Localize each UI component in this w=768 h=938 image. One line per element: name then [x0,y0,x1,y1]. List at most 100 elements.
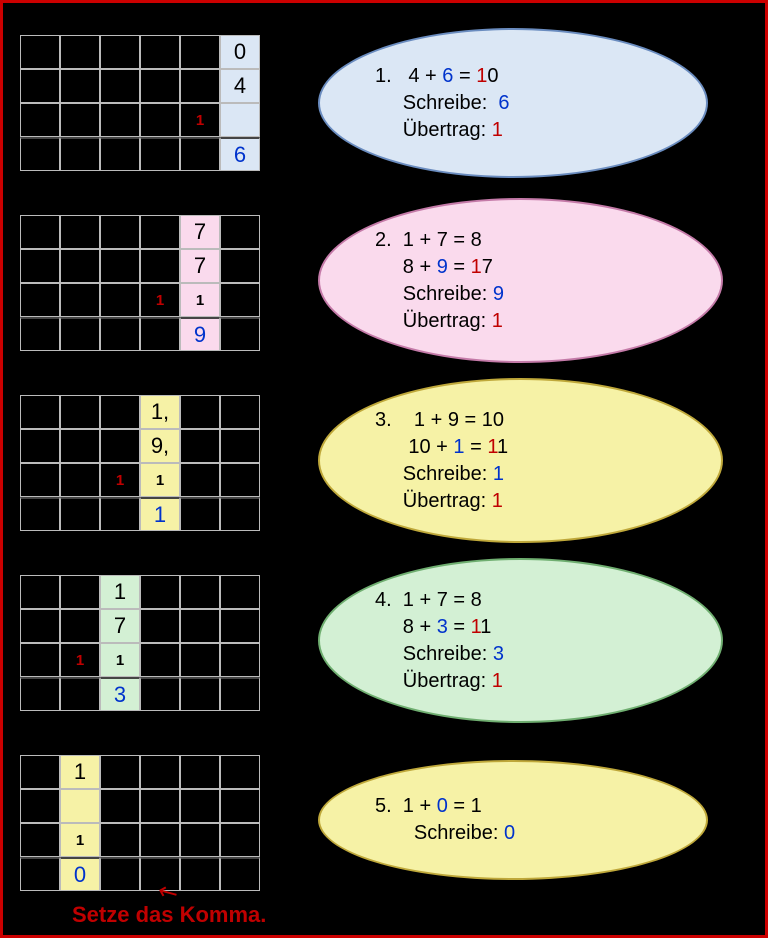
speech-line: Schreibe: 9 [375,281,721,308]
cell-r2-c3: 1 [140,283,180,317]
cell-r1-c0 [20,429,60,463]
cell-r3-c4 [180,497,220,531]
step-1: 0416 1. 4 + 6 = 10 Schreibe: 6 Übertrag: … [0,20,768,190]
cell-r3-c4 [180,137,220,171]
cell-r1-c1 [60,609,100,643]
speech-line: Schreibe: 6 [375,90,706,117]
cell-r1-c1 [60,789,100,823]
calc-grid: 77119 [20,215,260,351]
cell-r1-c4 [180,609,220,643]
cell-r0-c3 [140,35,180,69]
cell-r3-c2: 3 [100,677,140,711]
cell-r3-c5 [220,677,260,711]
cell-r2-c5 [220,643,260,677]
cell-r2-c0 [20,283,60,317]
cell-r1-c0 [20,249,60,283]
cell-r1-c5: 4 [220,69,260,103]
cell-r2-c3 [140,103,180,137]
cell-r1-c1 [60,249,100,283]
cell-r2-c5 [220,463,260,497]
cell-r0-c0 [20,35,60,69]
speech-bubble: 1. 4 + 6 = 10 Schreibe: 6 Übertrag: 1 [318,28,708,178]
speech-bubble: 4. 1 + 7 = 8 8 + 3 = 11 Schreibe: 3 Über… [318,558,723,723]
cell-r2-c3: 1 [140,463,180,497]
cell-r0-c3 [140,215,180,249]
cell-r1-c2 [100,789,140,823]
cell-r1-c4 [180,69,220,103]
cell-r3-c2 [100,137,140,171]
step-3: 1,9,111 3. 1 + 9 = 10 10 + 1 = 11 Schreib… [0,380,768,550]
cell-r1-c0 [20,609,60,643]
cell-r1-c5 [220,249,260,283]
cell-r3-c1: 0 [60,857,100,891]
cell-r1-c2 [100,69,140,103]
cell-r3-c0 [20,137,60,171]
cell-r0-c2 [100,395,140,429]
cell-r3-c1 [60,137,100,171]
cell-r1-c1 [60,69,100,103]
cell-r0-c4 [180,35,220,69]
cell-r1-c2 [100,429,140,463]
cell-r2-c3 [140,643,180,677]
cell-r1-c4 [180,429,220,463]
speech-line: 10 + 1 = 11 [375,434,721,461]
cell-r0-c4 [180,395,220,429]
cell-r3-c3 [140,317,180,351]
cell-r3-c5 [220,317,260,351]
speech-line: 3. 1 + 9 = 10 [375,407,721,434]
cell-r3-c5 [220,857,260,891]
cell-r3-c4 [180,857,220,891]
step-2: 771192. 1 + 7 = 8 8 + 9 = 17 Schreibe: 9… [0,200,768,370]
cell-r1-c1 [60,429,100,463]
cell-r1-c4 [180,789,220,823]
cell-r2-c2 [100,103,140,137]
cell-r0-c4 [180,755,220,789]
step-5: 1105. 1 + 0 = 1 Schreibe: 0 [0,740,768,910]
cell-r0-c3: 1, [140,395,180,429]
cell-r0-c1 [60,35,100,69]
cell-r0-c4 [180,575,220,609]
cell-r3-c2 [100,317,140,351]
cell-r2-c0 [20,463,60,497]
cell-r0-c2 [100,755,140,789]
calc-grid: 1,9,111 [20,395,260,531]
cell-r0-c5: 0 [220,35,260,69]
cell-r2-c1: 1 [60,643,100,677]
cell-r0-c0 [20,215,60,249]
cell-r0-c5 [220,395,260,429]
speech-line: 1. 4 + 6 = 10 [375,63,706,90]
speech-line: 2. 1 + 7 = 8 [375,227,721,254]
cell-r2-c1 [60,463,100,497]
speech-bubble: 5. 1 + 0 = 1 Schreibe: 0 [318,760,708,880]
cell-r3-c5: 6 [220,137,260,171]
cell-r0-c0 [20,755,60,789]
cell-r0-c2: 1 [100,575,140,609]
cell-r2-c0 [20,103,60,137]
speech-line: Schreibe: 3 [375,641,721,668]
cell-r2-c2 [100,823,140,857]
cell-r2-c4 [180,643,220,677]
speech-line: 8 + 3 = 11 [375,614,721,641]
speech-line: Übertrag: 1 [375,488,721,515]
speech-bubble: 3. 1 + 9 = 10 10 + 1 = 11 Schreibe: 1 Üb… [318,378,723,543]
cell-r3-c1 [60,677,100,711]
speech-line: 5. 1 + 0 = 1 [375,793,706,820]
cell-r3-c1 [60,497,100,531]
cell-r2-c4: 1 [180,103,220,137]
cell-r3-c3 [140,137,180,171]
cell-r0-c0 [20,575,60,609]
cell-r0-c1 [60,215,100,249]
cell-r3-c0 [20,677,60,711]
cell-r2-c0 [20,823,60,857]
cell-r1-c3 [140,69,180,103]
cell-r1-c3 [140,249,180,283]
cell-r0-c2 [100,35,140,69]
cell-r0-c0 [20,395,60,429]
step-4: 171134. 1 + 7 = 8 8 + 3 = 11 Schreibe: 3… [0,560,768,730]
cell-r3-c2 [100,497,140,531]
cell-r3-c0 [20,497,60,531]
cell-r2-c2 [100,283,140,317]
cell-r1-c0 [20,69,60,103]
cell-r0-c1 [60,575,100,609]
cell-r2-c2: 1 [100,643,140,677]
